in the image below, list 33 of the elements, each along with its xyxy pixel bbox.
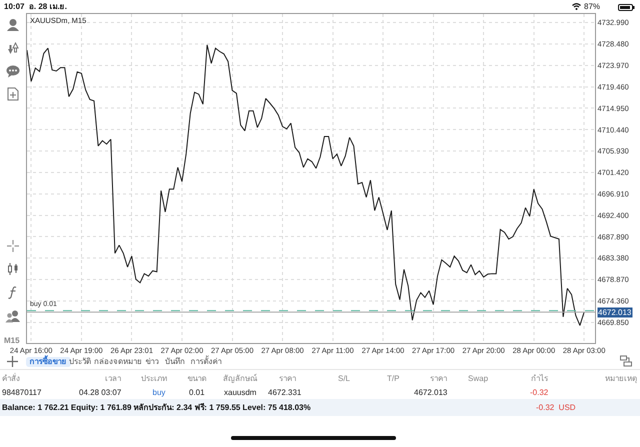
text: คำสั่ง <box>2 374 20 384</box>
text: ราคา <box>279 374 296 384</box>
text: 87% <box>584 2 600 12</box>
text: 4672.331 <box>268 388 302 398</box>
text: S/L <box>338 374 350 384</box>
line-series <box>27 44 585 326</box>
text: ราคา <box>430 374 447 384</box>
text: บันทึก <box>165 357 185 367</box>
text: การตั้งค่า <box>190 357 222 367</box>
text: เวลา <box>105 374 121 384</box>
text: ขนาด <box>188 374 206 384</box>
text: -0.32 USD <box>536 403 576 413</box>
text: กำไร <box>531 374 548 384</box>
text: xauusdm <box>224 388 256 398</box>
text: 984870117 <box>2 388 42 398</box>
text: M15 <box>4 336 20 346</box>
text: 4672.013 <box>414 388 448 398</box>
text: 10:07 อ. 28 เม.ย. <box>4 2 67 12</box>
text: การซื้อขาย <box>26 357 70 367</box>
text: กล่องจดหมาย <box>94 357 142 367</box>
ref-line-label: 4672.013 <box>598 308 632 317</box>
text: -0.32 <box>530 388 548 398</box>
text: 0.01 <box>189 388 205 398</box>
text: Balance: 1 762.21 Equity: 1 761.89 หลักประกัน: 2.34 ฟรี: 1 759.55 Level: 75 418.03% <box>2 403 311 413</box>
text: 04.28 03:07 <box>79 388 122 398</box>
text: T/P <box>387 374 400 384</box>
text: Swap <box>468 374 488 384</box>
text: ข่าว <box>146 357 158 367</box>
text: buy <box>152 388 166 398</box>
text: หมายเหตุ <box>605 374 637 384</box>
text: สัญลักษณ์ <box>223 374 257 384</box>
text: ประเภท <box>141 374 167 384</box>
text: ประวัติ <box>69 357 91 367</box>
